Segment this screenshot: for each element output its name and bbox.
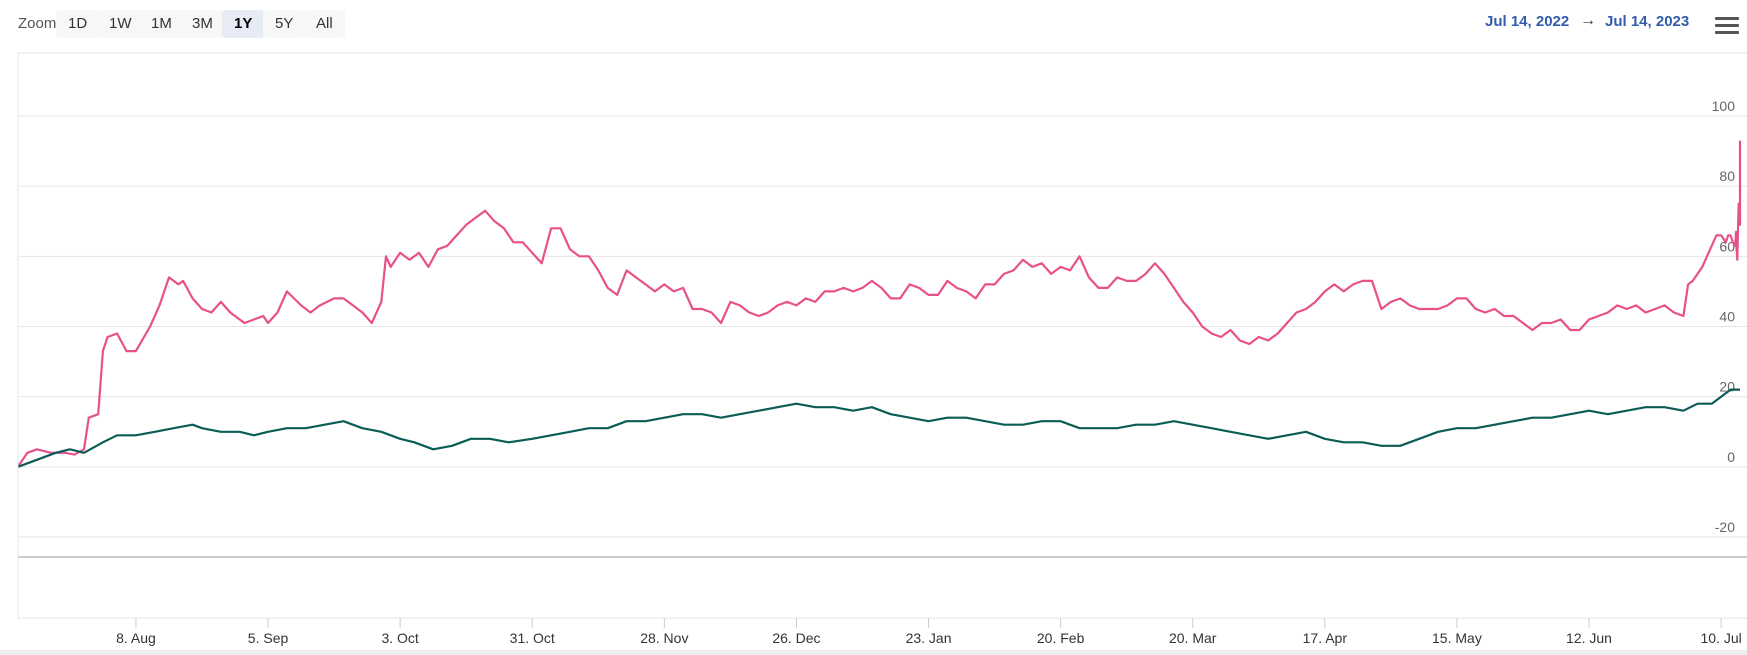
y-tick-label: 40 [1719,309,1735,325]
y-tick-label: 0 [1727,449,1735,465]
zoom-button-1w[interactable]: 1W [97,10,144,38]
x-tick-label: 12. Jun [1566,630,1612,646]
bottom-scrollbar [0,650,1747,655]
chart-toolbar: Zoom 1D 1W 1M 3M 1Y 5Y All Jul 14, 2022 … [0,0,1747,48]
x-tick-label: 10. Jul [1701,630,1742,646]
range-start-date[interactable]: Jul 14, 2022 [1485,13,1570,30]
x-tick-label: 20. Feb [1037,630,1085,646]
x-tick-label: 15. May [1432,630,1482,646]
zoom-label: Zoom [18,15,57,32]
zoom-button-5y[interactable]: 5Y [263,10,306,38]
zoom-button-1y[interactable]: 1Y [222,10,265,38]
x-tick-label: 3. Oct [381,630,418,646]
range-end-date[interactable]: Jul 14, 2023 [1605,13,1690,30]
hamburger-menu-icon[interactable] [1715,17,1739,35]
series-line-1 [17,140,1742,468]
series-line-2 [17,388,1740,468]
x-tick-label: 31. Oct [510,630,555,646]
range-arrow: → [1580,12,1596,29]
x-tick-label: 20. Mar [1169,630,1217,646]
zoom-button-3m[interactable]: 3M [180,10,225,38]
zoom-button-1m[interactable]: 1M [139,10,184,38]
x-tick-label: 26. Dec [772,630,820,646]
x-tick-label: 17. Apr [1303,630,1348,646]
y-tick-label: 60 [1719,238,1735,254]
zoom-button-1d[interactable]: 1D [56,10,100,38]
x-tick-label: 23. Jan [906,630,952,646]
y-tick-label: 80 [1719,168,1735,184]
x-tick-label: 28. Nov [640,630,688,646]
zoom-button-all[interactable]: All [304,10,345,38]
x-tick-label: 5. Sep [248,630,289,646]
y-tick-label: -20 [1715,519,1735,535]
navigator-separator [18,556,1747,558]
x-tick-label: 8. Aug [116,630,156,646]
y-tick-label: 100 [1712,98,1736,114]
